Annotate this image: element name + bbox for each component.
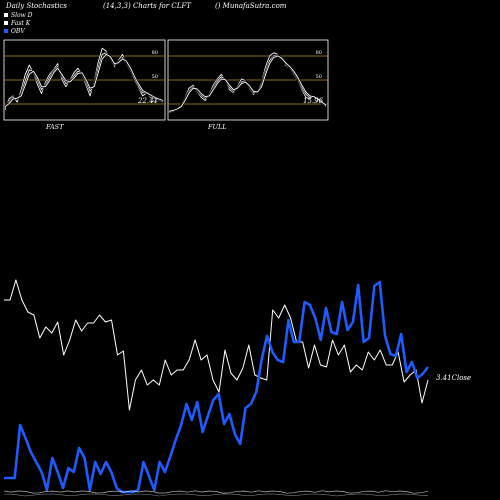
chart-title: Daily Stochastics [5,2,67,10]
price-obv-panel: 3.41Close [4,279,471,494]
fast-series-2-line [4,53,164,108]
legend-swatch-obv [4,29,8,33]
close-suffix: Close [452,374,472,382]
fast-tick-50: 50 [152,74,158,80]
legend-swatch-slow-d [4,13,8,17]
chart-params: (14,3,3) Charts for CLFT [103,2,192,10]
bottom-overlay-line-2 [3,493,429,497]
full-series-2-line [168,55,327,112]
close-value: 3.41 [436,374,452,382]
full-caption: FULL [207,123,227,131]
legend-swatch-fast-k [4,21,8,25]
chart-source: () MunafaSutra.com [215,2,287,10]
full-last-value: 15.96 [303,97,324,105]
full-tick-50: 50 [316,74,322,80]
full-stochastic-panel: 80 50 20 15.96 [167,39,329,121]
legend-label-slow-d: Slow D [11,12,33,19]
bottom-overlay-line-1 [3,490,429,494]
legend: Slow D Fast K OBV [4,12,33,35]
fast-stochastic-panel: 80 50 20 22.41 [3,39,166,121]
fast-tick-20: 20 [152,98,158,104]
fast-tick-80: 80 [152,50,158,56]
obv-line [4,280,430,494]
close-label: 3.41Close [436,374,471,382]
bottom-stochastic-overlay [3,490,429,497]
fast-last-value: 22.41 [137,97,158,105]
price-close-line [4,279,429,411]
legend-label-obv: OBV [11,28,25,35]
fast-caption: FAST [45,123,64,131]
legend-label-fast-k: Fast K [10,20,31,27]
full-tick-80: 80 [316,50,322,56]
